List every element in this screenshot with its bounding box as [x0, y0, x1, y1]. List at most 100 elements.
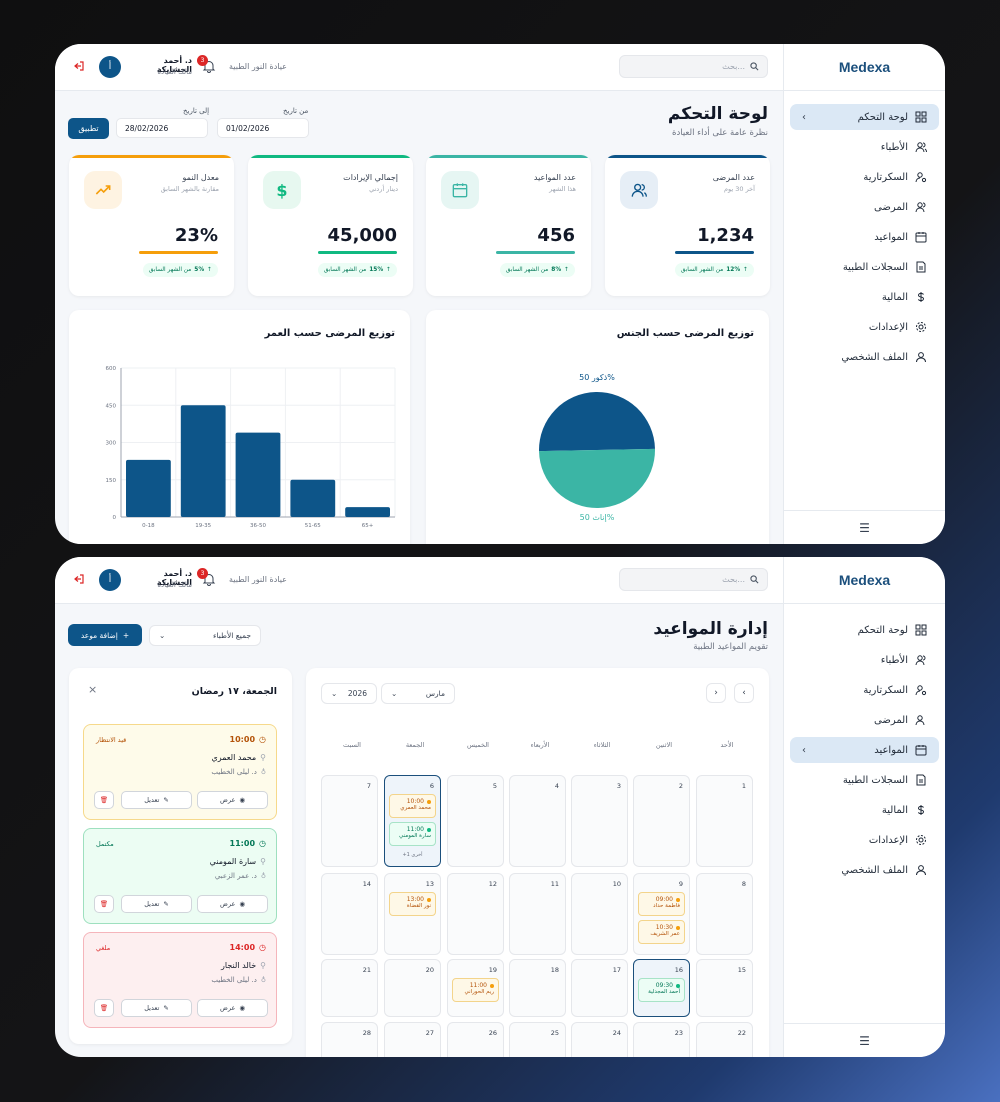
weekday-label: السبت: [343, 741, 361, 749]
edit-button[interactable]: تعديل ✎: [121, 999, 192, 1017]
sidebar-item-dashboard[interactable]: ‹ لوحة التحكم: [790, 104, 939, 130]
calendar-day-cell[interactable]: 6 10:00 محمد العمري 11:00 سارة المومني +1 أخر…: [384, 775, 441, 867]
calendar-day-cell[interactable]: 7: [321, 775, 378, 867]
calendar-day-cell[interactable]: 10: [571, 873, 628, 955]
calendar-event[interactable]: 11:00 ريم الحوراني: [452, 978, 499, 1002]
calendar-day-cell[interactable]: 20: [384, 959, 441, 1017]
day-number: 25: [550, 1029, 559, 1037]
calendar-day-cell[interactable]: 3: [571, 775, 628, 867]
bar[interactable]: [345, 507, 390, 517]
search-input[interactable]: بحث...: [619, 55, 768, 78]
view-button[interactable]: عرض ◉: [197, 999, 268, 1017]
calendar-day-cell[interactable]: 19 11:00 ريم الحوراني: [447, 959, 504, 1017]
sidebar-item-settings[interactable]: الإعدادات: [790, 314, 939, 340]
trash-icon[interactable]: 🗑: [94, 999, 114, 1017]
calendar-event[interactable]: 09:30 أحمد المجدلية: [638, 978, 685, 1002]
calendar-event[interactable]: 11:00 سارة المومني: [389, 822, 436, 846]
prev-month-button[interactable]: ‹: [734, 683, 754, 703]
calendar-day-cell[interactable]: 8: [696, 873, 753, 955]
calendar-day-cell[interactable]: 27: [384, 1022, 441, 1057]
event-time: 11:00: [394, 826, 431, 833]
calendar-day-cell[interactable]: 5: [447, 775, 504, 867]
calendar-day-cell[interactable]: 25: [509, 1022, 566, 1057]
app-logo[interactable]: Medexa: [784, 557, 945, 604]
month-select[interactable]: ⌄ مارس: [381, 683, 455, 704]
calendar-day-cell[interactable]: 23: [633, 1022, 690, 1057]
calendar-day-cell[interactable]: 18: [509, 959, 566, 1017]
year-select[interactable]: ⌄ 2026: [321, 683, 377, 704]
trash-icon[interactable]: 🗑: [94, 791, 114, 809]
sidebar-item-patients[interactable]: المرضى: [790, 707, 939, 733]
logout-icon[interactable]: [73, 573, 85, 585]
to-date-input[interactable]: 28/02/2026: [116, 118, 208, 138]
apply-button[interactable]: تطبيق: [68, 118, 109, 139]
next-month-button[interactable]: ›: [706, 683, 726, 703]
bar[interactable]: [180, 405, 226, 517]
bar[interactable]: [290, 479, 336, 517]
menu-icon[interactable]: ☰: [784, 510, 945, 544]
calendar-day-cell[interactable]: 12: [447, 873, 504, 955]
search-input[interactable]: بحث...: [619, 568, 768, 591]
avatar[interactable]: أ: [99, 569, 121, 591]
edit-button[interactable]: تعديل ✎: [121, 895, 192, 913]
pie-slice[interactable]: [539, 448, 655, 508]
appointment-card[interactable]: 11:00 ◷ مكتمل سارة المومني ⚲ د. عمر الزعبي…: [83, 828, 277, 924]
calendar-day-cell[interactable]: 4: [509, 775, 566, 867]
sidebar-item-doctors[interactable]: الأطباء: [790, 134, 939, 160]
add-appointment-button[interactable]: إضافة موعد +: [68, 624, 142, 646]
appointment-card[interactable]: 14:00 ◷ ملغي خالد النجار ⚲ د. ليلى الخطيب ♁…: [83, 932, 277, 1028]
calendar-day-cell[interactable]: 9 09:00 فاطمة حداد 10:30 عمر الشريف: [633, 873, 690, 955]
calendar-event[interactable]: 10:00 محمد العمري: [389, 794, 436, 818]
sidebar-item-finance[interactable]: المالية: [790, 284, 939, 310]
calendar-day-cell[interactable]: 14: [321, 873, 378, 955]
pie-slice[interactable]: [539, 392, 655, 452]
trash-icon[interactable]: 🗑: [94, 895, 114, 913]
calendar-event[interactable]: 13:00 نور القضاة: [389, 892, 436, 916]
sidebar-item-doctors[interactable]: الأطباء: [790, 647, 939, 673]
calendar-day-cell[interactable]: 15: [696, 959, 753, 1017]
sidebar-item-profile[interactable]: الملف الشخصي: [790, 344, 939, 370]
avatar[interactable]: أ: [99, 56, 121, 78]
calendar-day-cell[interactable]: 21: [321, 959, 378, 1017]
sidebar-item-records[interactable]: السجلات الطبية: [790, 254, 939, 280]
gear-icon: [916, 322, 926, 332]
sidebar-item-secretary[interactable]: السكرتارية: [790, 164, 939, 190]
logout-icon[interactable]: [73, 60, 85, 72]
view-button[interactable]: عرض ◉: [197, 895, 268, 913]
chart-title: توزيع المرضى حسب العمر: [264, 328, 395, 339]
calendar-day-cell[interactable]: 26: [447, 1022, 504, 1057]
user-name: د. أحمد الحشايكة: [156, 56, 192, 74]
bar[interactable]: [235, 432, 281, 517]
calendar-day-cell[interactable]: 16 09:30 أحمد المجدلية: [633, 959, 690, 1017]
sidebar-item-dashboard[interactable]: لوحة التحكم: [790, 617, 939, 643]
sidebar-item-appointments[interactable]: ‹ المواعيد: [790, 737, 939, 763]
calendar-day-cell[interactable]: 11: [509, 873, 566, 955]
app-logo[interactable]: Medexa: [784, 44, 945, 91]
calendar-event[interactable]: 10:30 عمر الشريف: [638, 920, 685, 944]
edit-button[interactable]: تعديل ✎: [121, 791, 192, 809]
calendar-day-cell[interactable]: 13 13:00 نور القضاة: [384, 873, 441, 955]
view-button[interactable]: عرض ◉: [197, 791, 268, 809]
calendar-day-cell[interactable]: 17: [571, 959, 628, 1017]
from-date-input[interactable]: 01/02/2026: [217, 118, 309, 138]
bar[interactable]: [126, 459, 171, 517]
sidebar-item-profile[interactable]: الملف الشخصي: [790, 857, 939, 883]
calendar-day-cell[interactable]: 22: [696, 1022, 753, 1057]
close-icon[interactable]: ×: [88, 683, 98, 696]
calendar-day-cell[interactable]: 1: [696, 775, 753, 867]
calendar-event[interactable]: 09:00 فاطمة حداد: [638, 892, 685, 916]
menu-icon[interactable]: ☰: [784, 1023, 945, 1057]
sidebar-item-patients[interactable]: المرضى: [790, 194, 939, 220]
more-events-link[interactable]: +1 أخرى: [402, 852, 423, 858]
doctor-filter-select[interactable]: ⌄ جميع الأطباء: [149, 625, 261, 646]
stat-change-value: 12%: [726, 267, 741, 273]
sidebar-item-records[interactable]: السجلات الطبية: [790, 767, 939, 793]
sidebar-item-finance[interactable]: المالية: [790, 797, 939, 823]
calendar-day-cell[interactable]: 2: [633, 775, 690, 867]
sidebar-item-appointments[interactable]: المواعيد: [790, 224, 939, 250]
sidebar-item-secretary[interactable]: السكرتارية: [790, 677, 939, 703]
calendar-day-cell[interactable]: 28: [321, 1022, 378, 1057]
appointment-card[interactable]: 10:00 ◷ قيد الانتظار محمد العمري ⚲ د. ليلى…: [83, 724, 277, 820]
calendar-day-cell[interactable]: 24: [571, 1022, 628, 1057]
sidebar-item-settings[interactable]: الإعدادات: [790, 827, 939, 853]
